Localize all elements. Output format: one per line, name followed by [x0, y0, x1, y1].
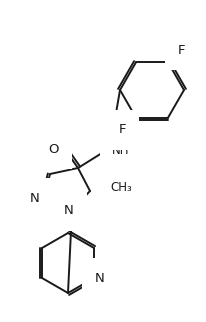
- Text: F: F: [178, 44, 185, 57]
- Text: F: F: [118, 123, 126, 136]
- Text: CH₃: CH₃: [110, 181, 132, 194]
- Text: N: N: [95, 271, 105, 285]
- Text: N: N: [64, 204, 74, 217]
- Text: O: O: [48, 143, 59, 156]
- Text: NH: NH: [112, 144, 130, 156]
- Text: N: N: [30, 192, 40, 204]
